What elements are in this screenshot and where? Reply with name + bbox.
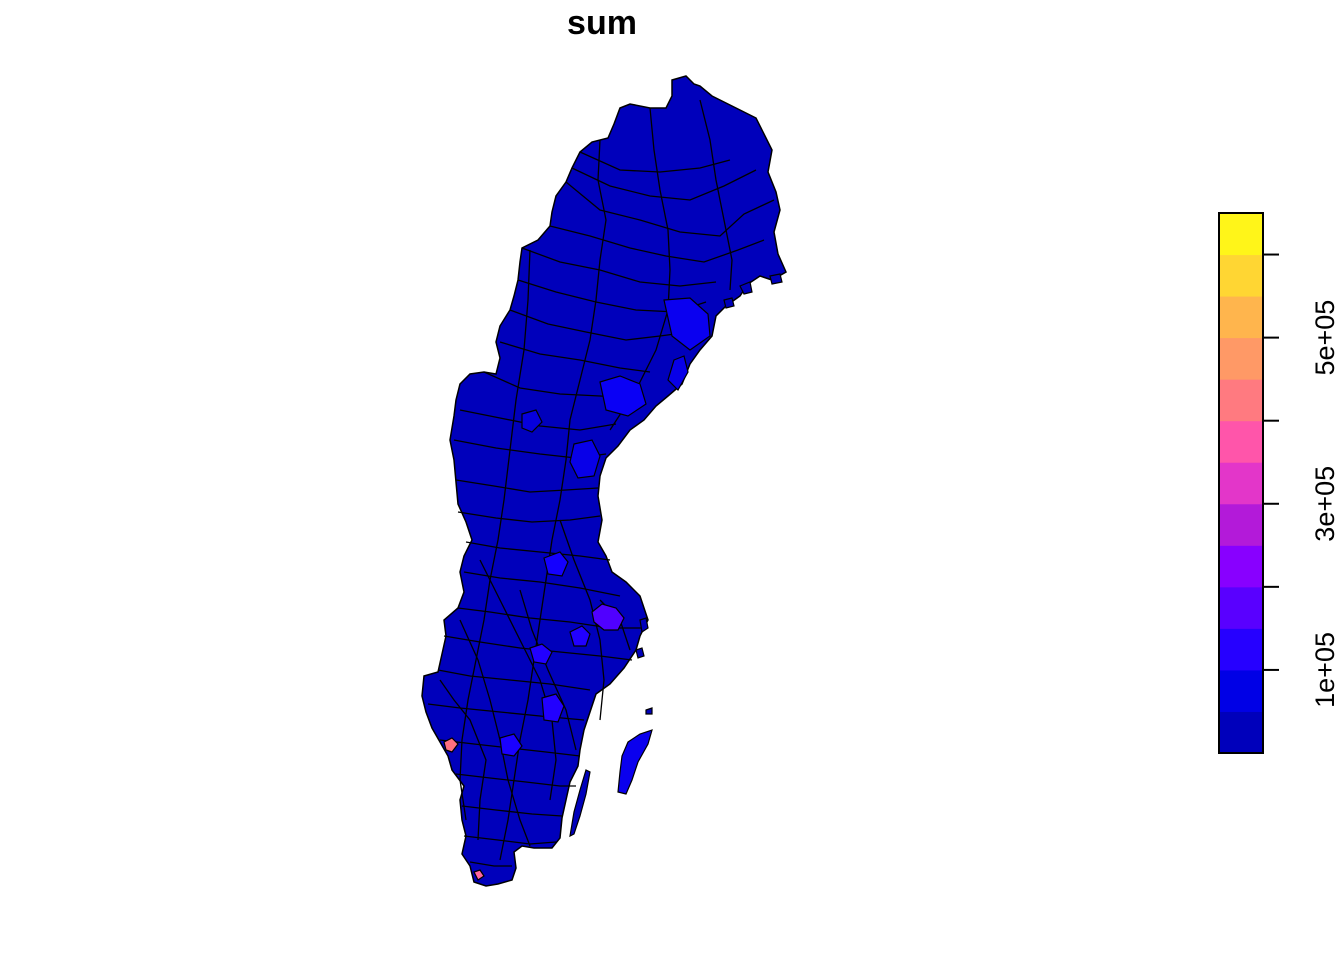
region-skelleftea [667,355,689,391]
region-orebro [529,643,553,665]
legend-tick-label: 1e+05 [1310,632,1340,708]
legend-color-bands [1219,213,1263,754]
legend-band [1219,711,1263,754]
legend-band [1219,628,1263,671]
legend-band [1219,379,1263,422]
legend-band [1219,337,1263,380]
archipelago-island [723,297,735,309]
archipelago-island [769,273,783,285]
legend-band [1219,586,1263,629]
region-sundsvall [569,439,601,479]
legend-band [1219,503,1263,546]
legend-band [1219,213,1263,256]
region-jonkoping [499,733,523,757]
legend-band [1219,420,1263,463]
gotland-island [617,729,653,795]
region-vasteras [543,551,569,577]
islands [569,273,783,838]
legend-band [1219,462,1263,505]
region-linkoping [541,693,565,723]
region-umea [599,375,647,417]
legend-ticks: 1e+05 3e+05 5e+05 [1263,253,1340,708]
legend-frame [1218,212,1264,754]
region-goteborg [443,737,459,753]
region-lulea [663,297,711,351]
archipelago-island [645,707,653,715]
archipelago-island [635,647,645,659]
oland-island [569,769,591,838]
region-malmo [473,869,485,881]
legend-band [1219,669,1263,712]
region-stockholm [591,603,625,631]
legend-band [1219,254,1263,297]
region-uppsala [569,625,591,647]
plot-title: sum [567,4,637,42]
legend-band [1219,545,1263,588]
region-ostersund [521,409,543,433]
archipelago-island [639,617,649,634]
legend-tick-label: 5e+05 [1310,300,1340,376]
legend-tick-label: 3e+05 [1310,466,1340,542]
highlighted-municipalities [443,297,711,881]
archipelago-island [739,281,753,295]
legend-band [1219,296,1263,339]
